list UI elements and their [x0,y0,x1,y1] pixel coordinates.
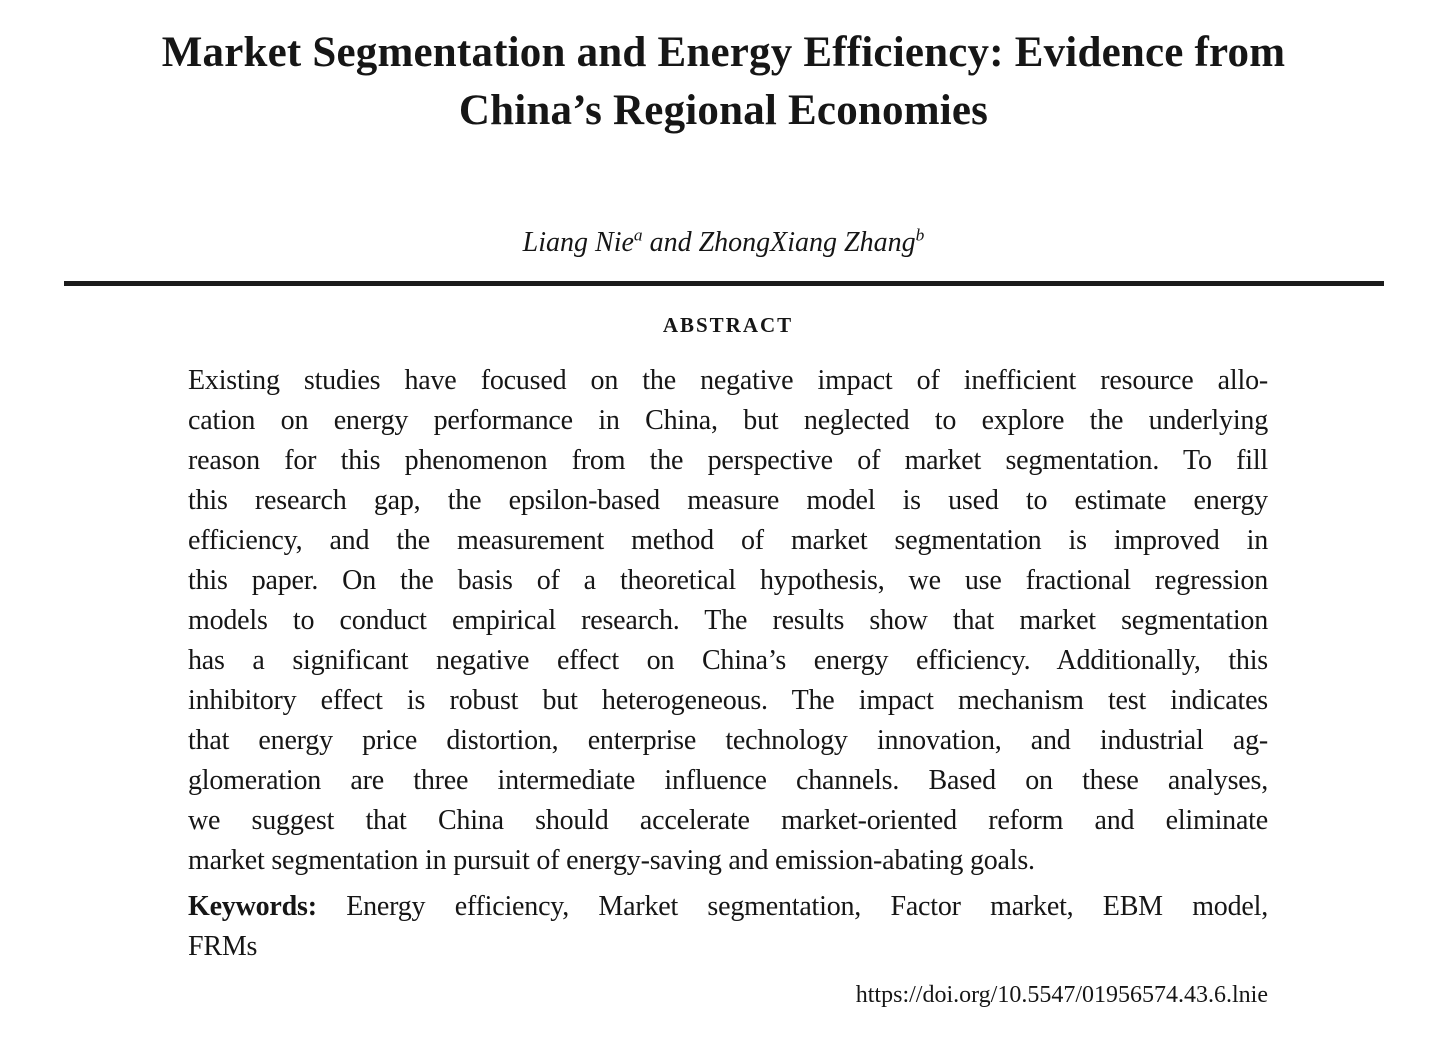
author2-name: ZhongXiang Zhang [698,227,916,258]
abstract-line: glomeration are three intermediate influ… [188,765,1268,796]
abstract-line: inhibitory effect is robust but heteroge… [188,685,1268,716]
paper-title: Market Segmentation and Energy Efficienc… [0,0,1447,140]
author2-affiliation-superscript: b [915,225,925,245]
abstract-line: reason for this phenomenon from the pers… [188,445,1268,476]
horizontal-rule [63,281,1384,286]
abstract-line: this paper. On the basis of a theoretica… [188,565,1268,596]
paper-title-line-1: Market Segmentation and Energy Efficienc… [161,29,1286,76]
abstract-paragraph: Existing studies have focused on the neg… [188,361,1268,881]
author-line: Liang Niea and ZhongXiang Zhangb [0,226,1447,260]
abstract-heading: ABSTRACT [662,313,794,337]
abstract-line: we suggest that China should accelerate … [188,805,1268,836]
abstract-line: market segmentation in pursuit of energy… [188,845,1035,876]
keywords-line-1: Keywords: Energy efficiency, Market segm… [188,887,1268,927]
abstract-line: has a significant negative effect on Chi… [188,645,1268,676]
abstract-line: that energy price distortion, enterprise… [188,725,1268,756]
doi-link[interactable]: https://doi.org/10.5547/01956574.43.6.ln… [855,982,1268,1008]
keywords-text: Energy efficiency, Market segmentation, … [346,891,1268,922]
abstract-line: this research gap, the epsilon-based mea… [188,485,1268,516]
keywords-line-2: FRMs [188,931,258,962]
abstract-line: models to conduct empirical research. Th… [188,605,1268,636]
keywords-label: Keywords: [188,891,317,922]
doi-row: https://doi.org/10.5547/01956574.43.6.ln… [188,980,1268,1010]
paper-title-line-2: China’s Regional Economies [458,87,989,134]
abstract-line: efficiency, and the measurement method o… [188,525,1268,556]
author1-affiliation-superscript: a [633,225,643,245]
keywords-block: Keywords: Energy efficiency, Market segm… [188,887,1268,967]
author1-name: Liang Nie [522,227,634,258]
abstract-line: Existing studies have focused on the neg… [188,365,1268,396]
abstract-column: ABSTRACT Existing studies have focused o… [188,313,1268,1010]
authors-connector: and [642,227,699,258]
abstract-line: cation on energy performance in China, b… [188,405,1268,436]
